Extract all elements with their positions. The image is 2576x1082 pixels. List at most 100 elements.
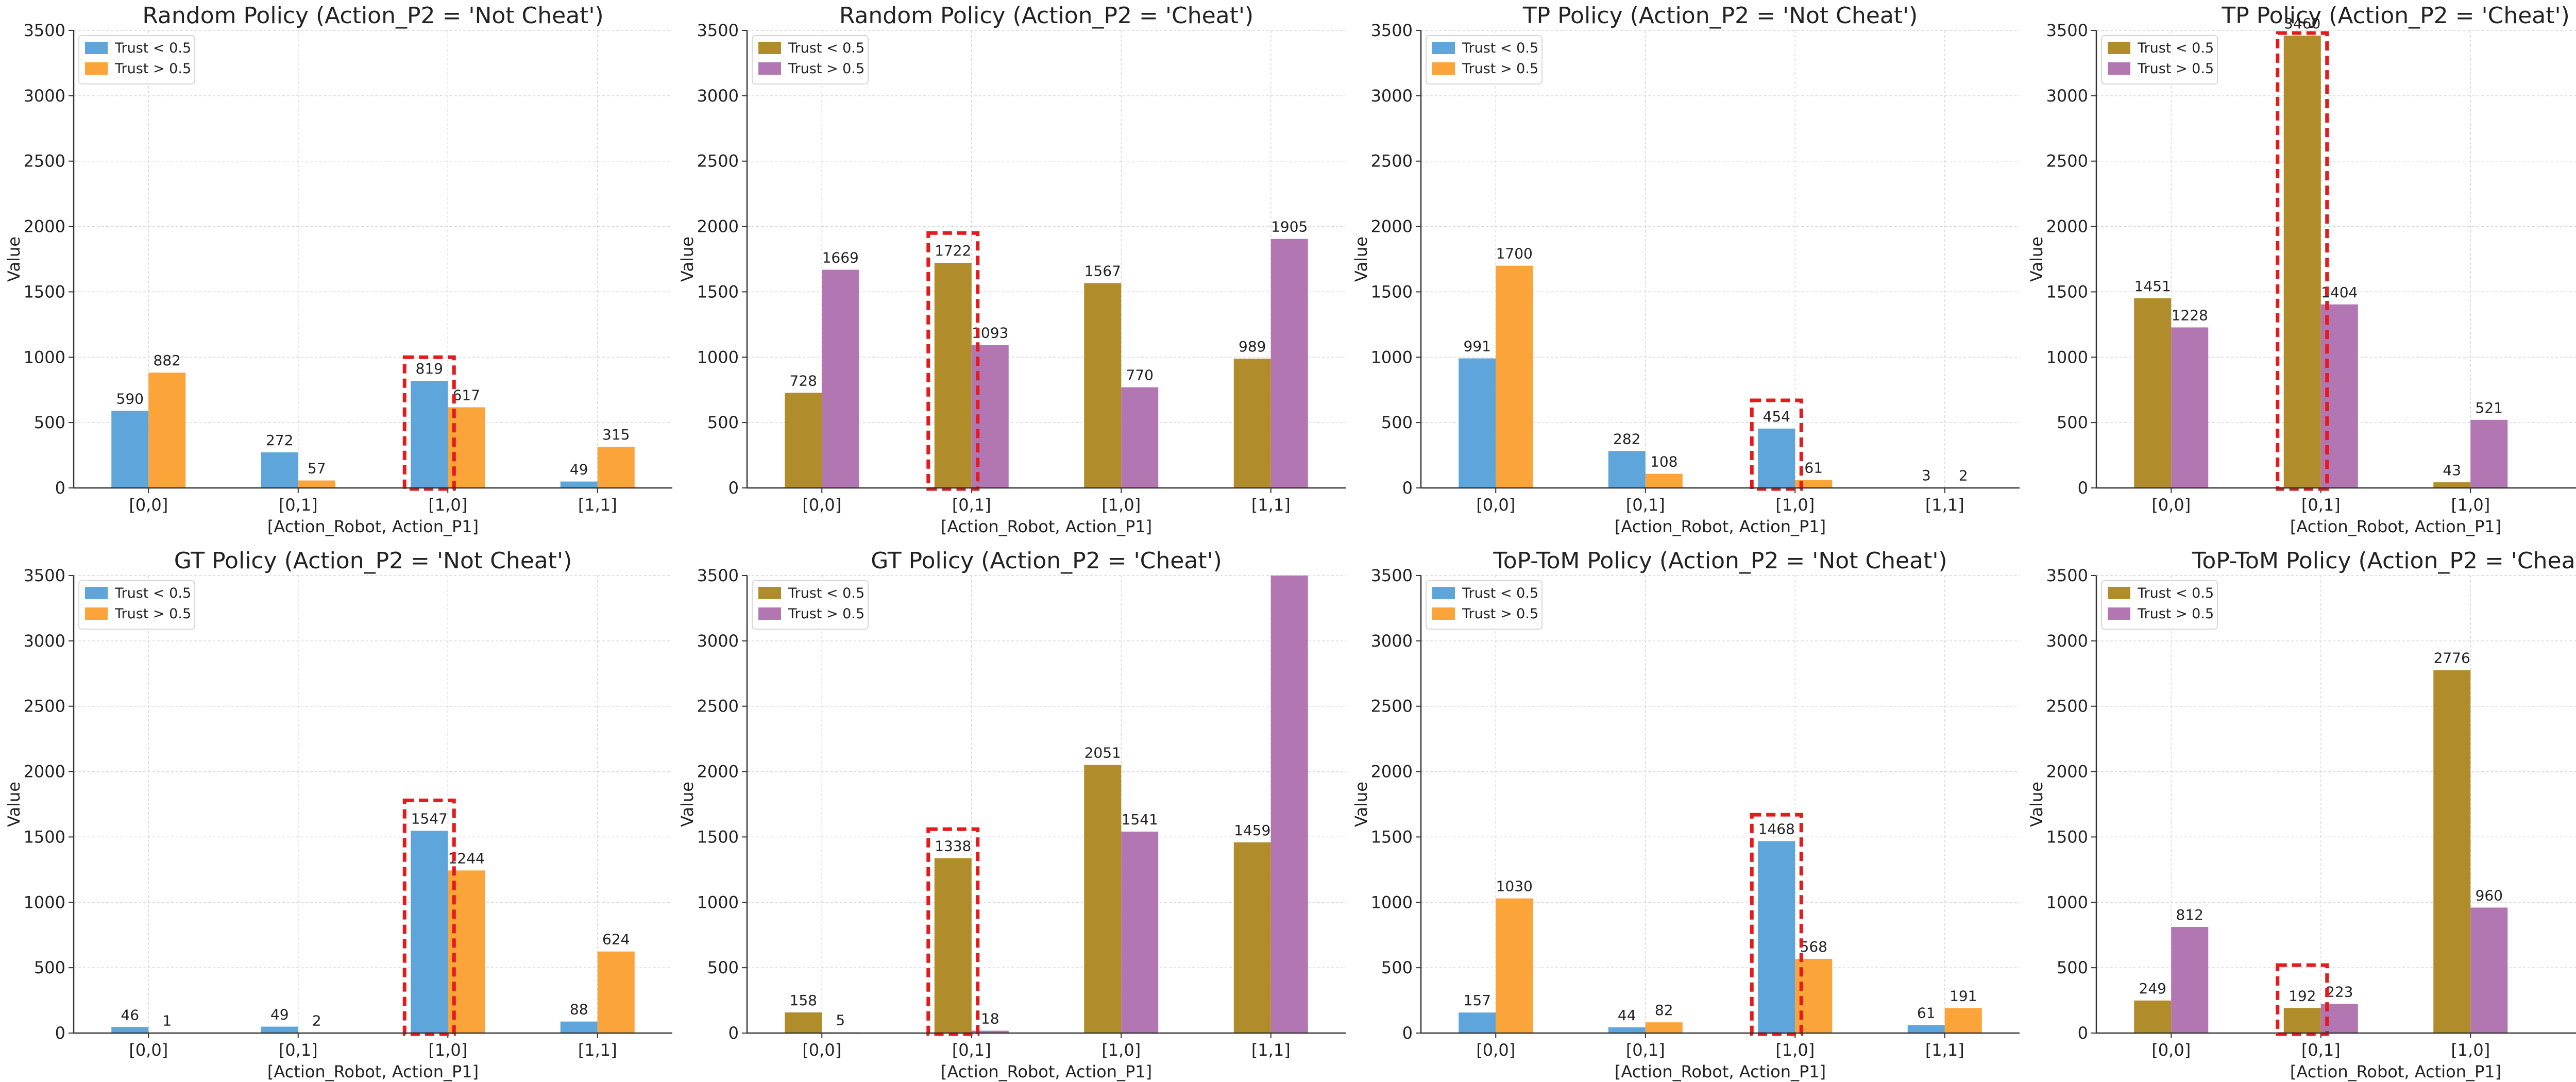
y-tick-label: 1000 (2046, 892, 2088, 912)
x-tick-label: [0,1] (2301, 495, 2341, 515)
y-tick-label: 1500 (24, 282, 65, 301)
data-label: 2051 (1084, 745, 1121, 762)
data-label: 272 (266, 432, 293, 449)
data-label: 249 (2139, 980, 2166, 997)
legend-frame (752, 580, 869, 630)
legend-entry: Trust < 0.5 (1462, 40, 1538, 56)
y-tick-label: 2000 (2046, 762, 2088, 782)
y-tick-label: 2000 (24, 217, 65, 236)
legend-entry: Trust > 0.5 (788, 606, 865, 622)
bar (1496, 265, 1533, 488)
y-tick-label: 1000 (1371, 892, 1413, 912)
legend-swatch (2108, 607, 2130, 620)
y-tick-label: 1500 (24, 827, 65, 847)
data-label: 819 (416, 360, 443, 377)
chart-panel-1: 0 500 1000 1500 2000 2500 3000 3500 [0,0] [0,1] [1… (4, 3, 672, 536)
x-tick-label: [0,1] (952, 495, 991, 515)
bar (2470, 907, 2508, 1033)
legend-entry: Trust > 0.5 (114, 606, 191, 622)
bar (1121, 387, 1159, 488)
bar (597, 447, 635, 488)
bar (298, 480, 335, 488)
y-tick-label: 1000 (2046, 347, 2088, 367)
data-label: 61 (1917, 1005, 1936, 1022)
y-tick-label: 500 (707, 413, 739, 432)
data-label: 568 (1800, 938, 1827, 955)
bar (2134, 1000, 2172, 1033)
x-tick-label: [1,0] (428, 1040, 467, 1060)
data-label: 18 (981, 1010, 999, 1027)
x-tick-label: [0,0] (2151, 495, 2191, 515)
bar (1233, 842, 1271, 1033)
data-label: 2 (1959, 467, 1968, 484)
legend-frame (2101, 580, 2218, 630)
bar (1608, 451, 1646, 488)
y-tick-label: 2000 (2046, 217, 2088, 236)
x-tick-label: [0,1] (1626, 1040, 1665, 1060)
x-tick-label: [1,0] (2451, 1040, 2490, 1060)
data-label: 728 (790, 372, 817, 389)
highlight-box (2276, 31, 2329, 491)
data-label: 158 (790, 992, 817, 1009)
y-tick-label: 1500 (697, 827, 739, 847)
y-tick-label: 500 (1381, 958, 1413, 977)
bar (822, 269, 859, 488)
data-label: 191 (1950, 988, 1977, 1005)
y-tick-label: 0 (55, 478, 65, 498)
data-label: 1669 (822, 249, 859, 266)
bar (2470, 419, 2508, 488)
bar (448, 407, 485, 488)
data-label: 882 (154, 352, 181, 369)
y-tick-label: 1500 (697, 282, 739, 301)
bar (411, 831, 448, 1033)
highlight-box (926, 231, 980, 491)
data-label: 812 (2176, 906, 2204, 923)
legend-swatch (758, 42, 781, 54)
data-label: 1700 (1496, 245, 1533, 262)
x-tick-label: [0,1] (2301, 1040, 2341, 1060)
chart-title: Random Policy (Action_P2 = 'Cheat') (839, 3, 1253, 29)
legend-frame (1426, 580, 1543, 630)
bar (934, 858, 972, 1033)
y-tick-label: 3500 (24, 566, 65, 585)
data-label: 1338 (935, 838, 971, 855)
legend-swatch (1432, 607, 1455, 620)
y-tick-label: 3000 (697, 631, 739, 651)
highlight-box (2276, 963, 2329, 1036)
y-tick-label: 3500 (1371, 21, 1413, 40)
legend: Trust < 0.5 Trust > 0.5 (1426, 35, 1543, 84)
data-label: 770 (1126, 367, 1154, 384)
data-label: 3 (1922, 467, 1931, 484)
data-label: 5 (836, 1012, 845, 1029)
y-tick-label: 2000 (697, 762, 739, 782)
y-tick-label: 3000 (697, 86, 739, 106)
y-tick-label: 500 (2057, 413, 2088, 432)
data-label: 315 (602, 426, 630, 443)
x-axis-label: [Action_Robot, Action_P1] (2290, 1062, 2501, 1081)
x-tick-label: [0,1] (1626, 495, 1665, 515)
bar (261, 1026, 298, 1033)
data-label: 49 (570, 461, 588, 478)
y-tick-label: 500 (707, 958, 739, 977)
bar (1084, 765, 1122, 1033)
y-tick-label: 1000 (697, 892, 739, 912)
legend-swatch (2108, 587, 2130, 599)
data-label: 1547 (411, 810, 448, 827)
legend-swatch (758, 62, 781, 75)
legend-entry: Trust > 0.5 (1462, 61, 1538, 77)
legend-frame (78, 580, 195, 630)
data-label: 44 (1618, 1007, 1636, 1024)
y-tick-label: 0 (2078, 478, 2088, 498)
legend-entry: Trust < 0.5 (2137, 585, 2214, 601)
data-label: 46 (121, 1006, 139, 1023)
y-tick-label: 1000 (1371, 347, 1413, 367)
legend-entry: Trust > 0.5 (2137, 606, 2214, 622)
highlight-box (1750, 398, 1803, 491)
x-tick-label: [1,0] (1775, 1040, 1815, 1060)
y-tick-label: 0 (728, 1023, 739, 1043)
legend-entry: Trust > 0.5 (788, 61, 865, 77)
y-tick-label: 2500 (1371, 151, 1413, 171)
y-axis-label: Value (677, 782, 697, 827)
